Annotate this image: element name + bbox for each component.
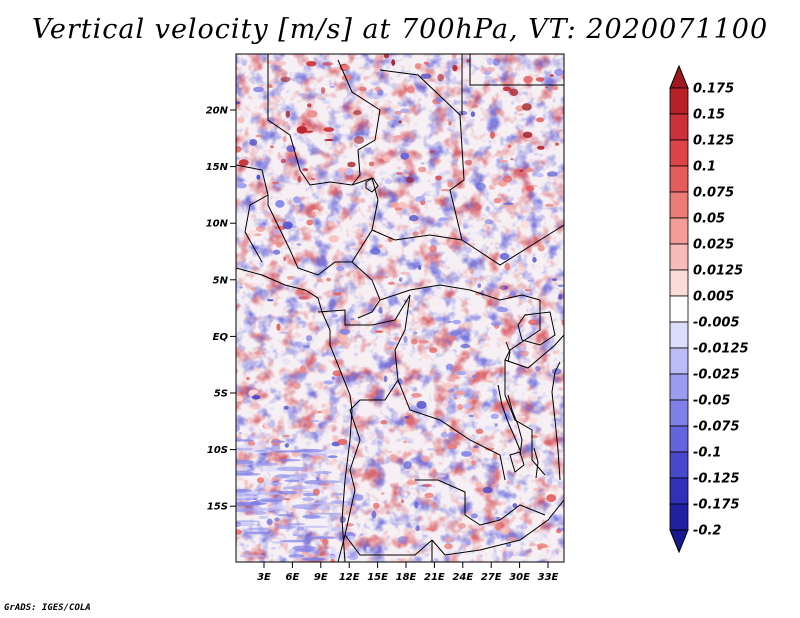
colorbar-label: 0.05: [693, 212, 725, 227]
colorbar-label: -0.05: [693, 394, 730, 409]
colorbar-segment: [669, 139, 689, 167]
colorbar-segment: [669, 165, 689, 193]
lon-tick-label: 33E: [538, 572, 559, 583]
colorbar: 0.175 0.15 0.125 0.1 0.075 0.05 0.025 0.0125 0.0…: [669, 64, 749, 554]
colorbar-segment: [669, 477, 689, 505]
map-frame: [235, 53, 565, 563]
colorbar-label: -0.025: [693, 368, 740, 383]
colorbar-segment: [669, 87, 689, 115]
colorbar-label: -0.125: [693, 472, 740, 487]
colorbar-segment: [669, 243, 689, 271]
colorbar-segment: [669, 217, 689, 245]
lat-tick-label: 15S: [207, 502, 228, 513]
country-borders: [236, 54, 564, 562]
lon-tick-label: 6E: [286, 572, 300, 583]
lat-tick-label: 10N: [206, 219, 229, 230]
colorbar-label: -0.2: [693, 524, 721, 539]
colorbar-segment: [669, 503, 689, 531]
colorbar-label: 0.15: [693, 108, 725, 123]
lat-tick-label: 5S: [214, 389, 228, 400]
colorbar-segment: [669, 399, 689, 427]
lat-tick-label: 5N: [213, 275, 229, 286]
lon-tick-label: 18E: [396, 572, 417, 583]
colorbar-label: 0.175: [693, 82, 734, 97]
lon-tick-label: 15E: [367, 572, 388, 583]
negative-velocity-field: [236, 54, 564, 562]
colorbar-arrow-bottom: [669, 529, 689, 554]
lon-tick-label: 21E: [424, 572, 445, 583]
colorbar-segment: [669, 347, 689, 375]
lat-tick-label: 15N: [206, 162, 229, 173]
lon-tick-label: 27E: [481, 572, 502, 583]
grads-credit: GrADS: IGES/COLA: [4, 603, 91, 613]
map-title: Vertical velocity [m/s] at 700hPa, VT: 2…: [31, 14, 769, 45]
colorbar-segment: [669, 269, 689, 297]
colorbar-segment: [669, 321, 689, 349]
colorbar-label: -0.075: [693, 420, 740, 435]
colorbar-label: 0.1: [693, 160, 716, 175]
colorbar-label: 0.025: [693, 238, 734, 253]
lon-tick-label: 24E: [452, 572, 473, 583]
colorbar-segment: [669, 113, 689, 141]
colorbar-label: -0.005: [693, 316, 740, 331]
lon-tick-label: 9E: [314, 572, 328, 583]
colorbar-label: 0.005: [693, 290, 734, 305]
latitude-axis: 20N 15N 10N 5N EQ 5S 10S 15S: [206, 106, 236, 513]
lat-tick-label: 10S: [207, 445, 228, 456]
colorbar-segment: [669, 451, 689, 479]
colorbar-segment: [669, 295, 689, 323]
colorbar-label: 0.125: [693, 134, 734, 149]
colorbar-label: -0.0125: [693, 342, 749, 357]
lon-tick-label: 12E: [339, 572, 360, 583]
vertical-velocity-field: [236, 54, 564, 562]
coastline: [236, 267, 561, 562]
colorbar-arrow-top: [669, 64, 689, 89]
colorbar-label: 0.0125: [693, 264, 743, 279]
colorbar-label: -0.1: [693, 446, 721, 461]
colorbar-label: -0.175: [693, 498, 740, 513]
lat-tick-label: EQ: [213, 332, 229, 343]
colorbar-segment: [669, 425, 689, 453]
longitude-axis: 3E 6E 9E 12E 15E 18E 21E 24E 27E 30E 33E: [257, 562, 559, 583]
colorbar-segment: [669, 191, 689, 219]
colorbar-label: 0.075: [693, 186, 734, 201]
lat-tick-label: 20N: [206, 106, 229, 117]
lakes: [365, 177, 556, 479]
lon-tick-label: 3E: [257, 572, 271, 583]
colorbar-segment: [669, 373, 689, 401]
lon-tick-label: 30E: [509, 572, 530, 583]
